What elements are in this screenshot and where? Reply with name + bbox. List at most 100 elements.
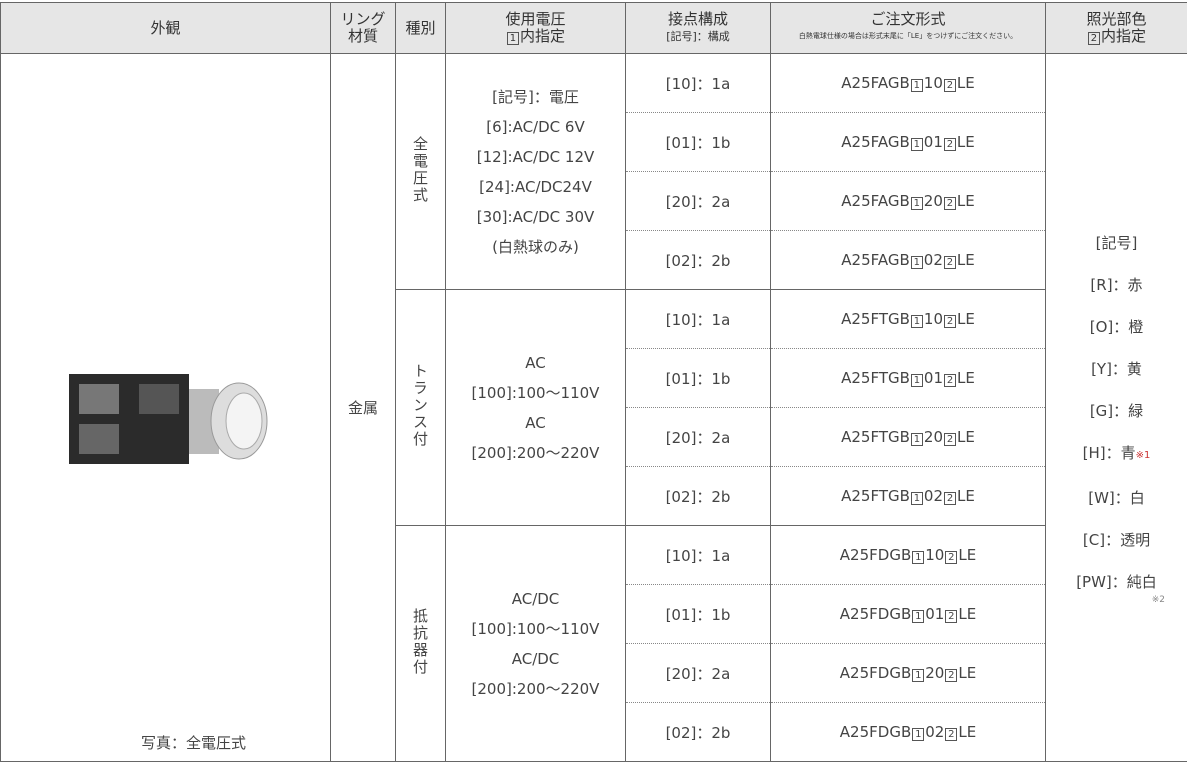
color-heading: [記号] xyxy=(1046,233,1187,253)
voltage-line: [24]:AC/DC24V xyxy=(446,172,625,202)
table-row: 写真：全電圧式金属全電圧式[記号]：電圧[6]:AC/DC 6V[12]:AC/… xyxy=(1,54,1187,113)
order-code-part: A25FAGB xyxy=(841,74,910,92)
boxed-number: 2 xyxy=(944,197,956,210)
boxed-number: 1 xyxy=(912,669,924,682)
boxed-number: 1 xyxy=(912,610,924,623)
boxed-number: 1 xyxy=(507,32,519,45)
voltage-line: [30]:AC/DC 30V xyxy=(446,202,625,232)
order-code-part: LE xyxy=(958,546,976,564)
boxed-number: 2 xyxy=(944,315,956,328)
contact-cell: [20]：2a xyxy=(626,172,771,231)
order-code-part: A25FDGB xyxy=(840,546,911,564)
order-code-part: A25FTGB xyxy=(841,310,910,328)
header-cell: 外観 xyxy=(1,3,331,54)
contact-cell: [02]：2b xyxy=(626,467,771,526)
voltage-line: [200]:200～220V xyxy=(446,674,625,704)
order-code-part: 01 xyxy=(924,133,943,151)
header-text: 外観 xyxy=(150,19,180,37)
color-label: [O]：橙 xyxy=(1090,318,1144,336)
product-photo xyxy=(49,344,289,494)
boxed-number: 1 xyxy=(911,79,923,92)
boxed-number: 2 xyxy=(944,374,956,387)
boxed-number: 1 xyxy=(911,433,923,446)
ring-material-cell: 金属 xyxy=(331,54,396,762)
color-item: [R]：赤 xyxy=(1046,275,1187,295)
photo-cell: 写真：全電圧式 xyxy=(1,54,331,762)
voltage-line: AC xyxy=(446,408,625,438)
voltage-line: [6]:AC/DC 6V xyxy=(446,112,625,142)
header-note: 白熱電球仕様の場合は形式末尾に「LE」をつけずにご注文ください。 xyxy=(771,28,1045,45)
order-code-part: 02 xyxy=(924,487,943,505)
boxed-number: 1 xyxy=(911,374,923,387)
color-label: [G]：緑 xyxy=(1090,402,1143,420)
order-code-part: 10 xyxy=(924,74,943,92)
kind-text: トランス付 xyxy=(410,363,431,448)
order-code-part: 10 xyxy=(925,546,944,564)
order-code-part: LE xyxy=(957,133,975,151)
order-code-part: A25FDGB xyxy=(840,723,911,741)
header-note: 内指定 xyxy=(1101,27,1146,45)
order-code-part: LE xyxy=(957,74,975,92)
color-label: [H]：青 xyxy=(1083,444,1136,462)
order-code-part: 02 xyxy=(924,251,943,269)
voltage-line: [100]:100～110V xyxy=(446,614,625,644)
voltage-line: (白熱球のみ) xyxy=(446,232,625,262)
order-code-part: LE xyxy=(958,723,976,741)
voltage-line: [12]:AC/DC 12V xyxy=(446,142,625,172)
header-text: 使用電圧 xyxy=(446,11,625,28)
boxed-number: 2 xyxy=(945,551,957,564)
color-label: [W]：白 xyxy=(1088,489,1145,507)
kind-cell: 全電圧式 xyxy=(396,54,446,290)
order-code-part: 20 xyxy=(924,192,943,210)
color-label: [Y]：黄 xyxy=(1091,360,1142,378)
color-label: [R]：赤 xyxy=(1090,276,1142,294)
header-note: 内指定 xyxy=(520,27,565,45)
header-text: 材質 xyxy=(331,28,395,45)
contact-cell: [01]：1b xyxy=(626,113,771,172)
voltage-cell: [記号]：電圧[6]:AC/DC 6V[12]:AC/DC 12V[24]:AC… xyxy=(446,54,626,290)
color-note: ※2 xyxy=(1152,590,1165,610)
contact-cell: [10]：1a xyxy=(626,290,771,349)
header-cell: 接点構成[記号]：構成 xyxy=(626,3,771,54)
boxed-number: 1 xyxy=(912,551,924,564)
boxed-number: 1 xyxy=(911,138,923,151)
color-item: [W]：白 xyxy=(1046,488,1187,508)
order-code-part: 20 xyxy=(925,664,944,682)
kind-cell: トランス付 xyxy=(396,290,446,526)
header-text: 接点構成 xyxy=(626,11,770,28)
order-code-part: LE xyxy=(957,428,975,446)
order-code-part: LE xyxy=(957,369,975,387)
boxed-number: 2 xyxy=(1088,32,1100,45)
color-item: [H]：青※1 xyxy=(1046,443,1187,466)
boxed-number: 2 xyxy=(945,610,957,623)
header-text: 種別 xyxy=(405,19,435,37)
color-item: [PW]：純白※2 xyxy=(1046,572,1187,592)
color-cell: [記号] [R]：赤 [O]：橙 [Y]：黄 [G]：緑 [H]：青※1 [W]：白 [C]：… xyxy=(1046,54,1187,762)
contact-cell: [20]：2a xyxy=(626,644,771,703)
order-code-part: A25FTGB xyxy=(841,369,910,387)
color-label: [C]：透明 xyxy=(1083,531,1150,549)
kind-cell: 抵抗器付 xyxy=(396,526,446,762)
kind-text: 抵抗器付 xyxy=(410,608,431,676)
boxed-number: 2 xyxy=(944,492,956,505)
boxed-number: 1 xyxy=(912,728,924,741)
table-body: 写真：全電圧式金属全電圧式[記号]：電圧[6]:AC/DC 6V[12]:AC/… xyxy=(1,54,1187,762)
header-text: リング xyxy=(331,11,395,28)
order-code-part: A25FAGB xyxy=(841,251,910,269)
boxed-number: 2 xyxy=(944,433,956,446)
order-code-part: A25FDGB xyxy=(840,664,911,682)
order-code-part: 01 xyxy=(925,605,944,623)
contact-cell: [20]：2a xyxy=(626,408,771,467)
boxed-number: 2 xyxy=(945,669,957,682)
